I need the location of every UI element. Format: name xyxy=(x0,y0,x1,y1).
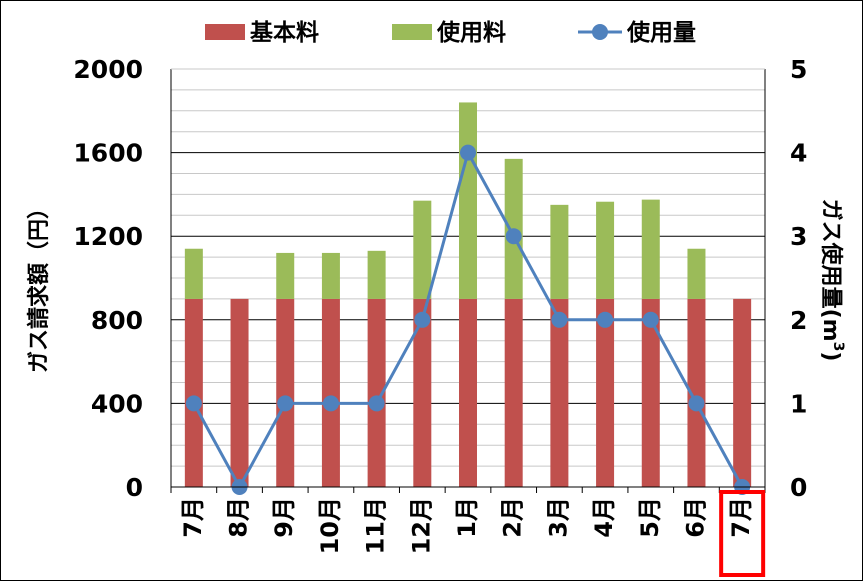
legend-label-base-fee: 基本料 xyxy=(250,20,319,46)
category-label: 6月 xyxy=(681,497,709,538)
left-tick-label: 2000 xyxy=(73,55,143,84)
highlight-box xyxy=(719,490,766,577)
category-label: 10月 xyxy=(316,497,344,554)
usage-point xyxy=(277,395,294,412)
bar-base-fee xyxy=(184,298,203,487)
left-tick-label: 400 xyxy=(91,389,143,418)
bar-base-fee xyxy=(687,298,706,487)
axes xyxy=(170,68,766,493)
bar-usage-fee xyxy=(184,248,203,299)
left-axis-title: ガス請求額（円） xyxy=(26,197,52,373)
legend-label-usage: 使用量 xyxy=(626,20,696,46)
right-tick-label: 0 xyxy=(790,473,807,502)
category-label: 7月 xyxy=(727,497,755,538)
right-axis-title: ガス使用量(m3) xyxy=(818,199,846,362)
bar-usage-fee xyxy=(413,200,432,299)
legend-swatch-usage-fee xyxy=(392,24,432,40)
right-tick-labels: 0 1 2 3 4 5 xyxy=(790,55,807,502)
bar-usage-fee xyxy=(596,201,615,299)
right-tick-label: 3 xyxy=(790,222,807,251)
bar-base-fee xyxy=(230,298,249,487)
legend-label-usage-fee: 使用料 xyxy=(436,20,506,46)
legend: 基本料 使用料 使用量 xyxy=(205,20,696,46)
bar-base-fee xyxy=(276,298,295,487)
bar-usage-fee xyxy=(550,204,569,299)
bar-base-fee xyxy=(413,298,432,487)
legend-swatch-base-fee xyxy=(205,24,245,40)
right-tick-label: 2 xyxy=(790,306,807,335)
bar-usage-fee xyxy=(321,252,340,299)
bar-base-fee xyxy=(321,298,340,487)
usage-line xyxy=(185,144,751,495)
right-axis-title-main: ガス使用量(m xyxy=(818,199,843,342)
category-label: 12月 xyxy=(407,497,435,554)
right-axis-title-sup: 3 xyxy=(830,342,846,352)
legend-marker-usage xyxy=(592,24,608,40)
category-label: 8月 xyxy=(225,497,253,538)
left-tick-label: 1200 xyxy=(73,222,143,251)
left-tick-labels: 0 400 800 1200 1600 2000 xyxy=(73,55,143,502)
usage-point xyxy=(460,144,476,161)
bar-usage-fee xyxy=(276,252,295,299)
bar-usage-fee xyxy=(687,248,706,299)
right-tick-label: 4 xyxy=(790,139,807,168)
right-tick-label: 5 xyxy=(790,55,807,84)
category-label: 9月 xyxy=(270,497,298,538)
bar-base-fee xyxy=(504,298,523,487)
usage-point xyxy=(505,228,522,245)
category-label: 4月 xyxy=(590,497,618,538)
usage-point xyxy=(597,311,614,328)
left-tick-label: 1600 xyxy=(73,139,143,168)
bar-base-fee xyxy=(459,298,477,487)
usage-point xyxy=(551,311,568,328)
left-tick-label: 0 xyxy=(126,473,143,502)
usage-point xyxy=(322,395,339,412)
category-label: 1月 xyxy=(453,497,481,538)
right-tick-label: 1 xyxy=(790,389,807,418)
usage-point xyxy=(642,311,659,328)
category-label: 3月 xyxy=(544,497,572,538)
category-label: 2月 xyxy=(499,497,527,538)
bar-usage-fee xyxy=(459,102,477,299)
bar-base-fee xyxy=(596,298,615,487)
category-label: 5月 xyxy=(636,497,664,538)
category-labels: 7月 8月 9月 10月 11月 12月 1月 2月 3月 4月 5月 6月 7月 xyxy=(179,490,766,577)
category-label: 7月 xyxy=(179,497,207,538)
bar-base-fee xyxy=(733,298,752,487)
bar-usage-fee xyxy=(641,199,660,299)
bar-base-fee xyxy=(550,298,569,487)
left-tick-label: 800 xyxy=(91,306,143,335)
usage-point xyxy=(185,395,202,412)
category-label: 11月 xyxy=(362,497,390,554)
usage-point xyxy=(368,395,385,412)
usage-point xyxy=(688,395,705,412)
bar-usage-fee xyxy=(367,250,386,299)
bar-base-fee xyxy=(641,298,660,487)
bar-base-fee xyxy=(367,298,386,487)
right-axis-title-close: ) xyxy=(818,351,843,361)
usage-point xyxy=(414,311,431,328)
